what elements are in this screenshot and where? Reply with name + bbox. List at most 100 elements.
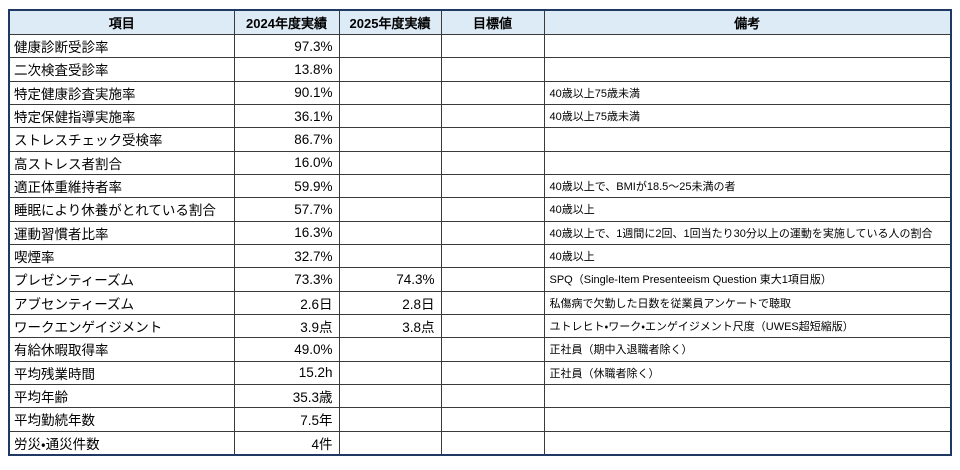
fy2025-value-cell <box>338 383 442 409</box>
table-header: 項目 2024年度実績 2025年度実績 目標値 備考 <box>8 9 952 35</box>
header-fy2025: 2025年度実績 <box>338 9 442 35</box>
item-cell: 適正体重維持者率 <box>8 173 235 199</box>
item-cell: 平均残業時間 <box>8 360 235 385</box>
target-value-cell <box>440 197 545 222</box>
target-value-cell <box>440 33 545 59</box>
remark-cell: 40歳以上75歳未満 <box>543 80 952 105</box>
fy2025-value-cell <box>338 407 442 432</box>
remark-cell: 正社員（休職者除く） <box>543 360 952 385</box>
table-row: 平均年齢 35.3歳 <box>8 383 952 409</box>
fy2024-value-cell: 16.3% <box>233 220 340 245</box>
fy2025-value-cell <box>338 173 442 199</box>
remark-cell: 40歳以上 <box>543 243 952 269</box>
item-cell: ストレスチェック受検率 <box>8 127 235 152</box>
table-row: 有給休暇取得率 49.0% 正社員（期中入退職者除く） <box>8 337 952 362</box>
item-cell: 有給休暇取得率 <box>8 337 235 362</box>
remark-cell <box>543 150 952 175</box>
remark-cell: 40歳以上で、BMIが18.5～25未満の者 <box>543 173 952 199</box>
target-value-cell <box>440 103 545 129</box>
fy2024-value-cell: 49.0% <box>233 337 340 362</box>
fy2025-value-cell <box>338 430 442 456</box>
remark-cell: ユトレヒト・ワーク・エンゲイジメント尺度（UWES超短縮版） <box>543 313 952 339</box>
item-cell: 睡眠により休養がとれている割合 <box>8 197 235 222</box>
target-value-cell <box>440 360 545 385</box>
remark-cell <box>543 430 952 456</box>
item-cell: 特定健康診査実施率 <box>8 80 235 105</box>
fy2024-value-cell: 2.6日 <box>233 290 340 315</box>
fy2024-value-cell: 32.7% <box>233 243 340 269</box>
remark-cell <box>543 383 952 409</box>
fy2024-value-cell: 16.0% <box>233 150 340 175</box>
fy2025-value-cell <box>338 33 442 59</box>
item-cell: 健康診断受診率 <box>8 33 235 59</box>
fy2025-value-cell <box>338 150 442 175</box>
fy2024-value-cell: 36.1% <box>233 103 340 129</box>
target-value-cell <box>440 150 545 175</box>
item-cell: ワークエンゲイジメント <box>8 313 235 339</box>
table-row: 特定保健指導実施率 36.1% 40歳以上75歳未満 <box>8 103 952 129</box>
item-cell: アブセンティーズム <box>8 290 235 315</box>
table-row: アブセンティーズム 2.6日 2.8日 私傷病で欠勤した日数を従業員アンケートで… <box>8 290 952 315</box>
fy2024-value-cell: 59.9% <box>233 173 340 199</box>
remark-cell: 正社員（期中入退職者除く） <box>543 337 952 362</box>
remark-cell: 私傷病で欠勤した日数を従業員アンケートで聴取 <box>543 290 952 315</box>
fy2024-value-cell: 3.9点 <box>233 313 340 339</box>
fy2024-value-cell: 73.3% <box>233 267 340 292</box>
table-row: プレゼンティーズム 73.3% 74.3% SPQ（Single-Item Pr… <box>8 267 952 292</box>
fy2024-value-cell: 90.1% <box>233 80 340 105</box>
fy2024-value-cell: 97.3% <box>233 33 340 59</box>
fy2025-value-cell: 2.8日 <box>338 290 442 315</box>
remark-cell: 40歳以上 <box>543 197 952 222</box>
item-cell: プレゼンティーズム <box>8 267 235 292</box>
header-fy2024: 2024年度実績 <box>233 9 340 35</box>
target-value-cell <box>440 57 545 82</box>
item-cell: 高ストレス者割合 <box>8 150 235 175</box>
header-item: 項目 <box>8 9 235 35</box>
fy2025-value-cell <box>338 360 442 385</box>
fy2025-value-cell <box>338 337 442 362</box>
item-cell: 喫煙率 <box>8 243 235 269</box>
remark-cell <box>543 57 952 82</box>
fy2024-value-cell: 57.7% <box>233 197 340 222</box>
target-value-cell <box>440 80 545 105</box>
table-row: ワークエンゲイジメント 3.9点 3.8点 ユトレヒト・ワーク・エンゲイジメント… <box>8 313 952 339</box>
target-value-cell <box>440 127 545 152</box>
table-row: 平均残業時間 15.2h 正社員（休職者除く） <box>8 360 952 385</box>
fy2024-value-cell: 86.7% <box>233 127 340 152</box>
item-cell: 平均勤続年数 <box>8 407 235 432</box>
remark-cell <box>543 127 952 152</box>
health-metrics-table: 項目 2024年度実績 2025年度実績 目標値 備考 健康診断受診率 97.3… <box>8 9 952 456</box>
header-row: 項目 2024年度実績 2025年度実績 目標値 備考 <box>8 9 952 35</box>
table-row: 高ストレス者割合 16.0% <box>8 150 952 175</box>
fy2024-value-cell: 4件 <box>233 430 340 456</box>
table-row: 労災・通災件数 4件 <box>8 430 952 456</box>
remark-cell: SPQ（Single-Item Presenteeism Question 東大… <box>543 267 952 292</box>
fy2025-value-cell: 3.8点 <box>338 313 442 339</box>
target-value-cell <box>440 290 545 315</box>
fy2025-value-cell <box>338 80 442 105</box>
header-remark: 備考 <box>543 9 952 35</box>
remark-cell <box>543 407 952 432</box>
target-value-cell <box>440 220 545 245</box>
target-value-cell <box>440 243 545 269</box>
table-row: 平均勤続年数 7.5年 <box>8 407 952 432</box>
fy2025-value-cell <box>338 103 442 129</box>
remark-cell <box>543 33 952 59</box>
fy2024-value-cell: 7.5年 <box>233 407 340 432</box>
header-target: 目標値 <box>440 9 545 35</box>
table-row: 健康診断受診率 97.3% <box>8 33 952 59</box>
target-value-cell <box>440 173 545 199</box>
target-value-cell <box>440 383 545 409</box>
fy2025-value-cell: 74.3% <box>338 267 442 292</box>
target-value-cell <box>440 313 545 339</box>
fy2024-value-cell: 35.3歳 <box>233 383 340 409</box>
item-cell: 運動習慣者比率 <box>8 220 235 245</box>
target-value-cell <box>440 337 545 362</box>
item-cell: 特定保健指導実施率 <box>8 103 235 129</box>
item-cell: 二次検査受診率 <box>8 57 235 82</box>
fy2025-value-cell <box>338 243 442 269</box>
table-row: 睡眠により休養がとれている割合 57.7% 40歳以上 <box>8 197 952 222</box>
item-cell: 平均年齢 <box>8 383 235 409</box>
table-row: 二次検査受診率 13.8% <box>8 57 952 82</box>
target-value-cell <box>440 407 545 432</box>
